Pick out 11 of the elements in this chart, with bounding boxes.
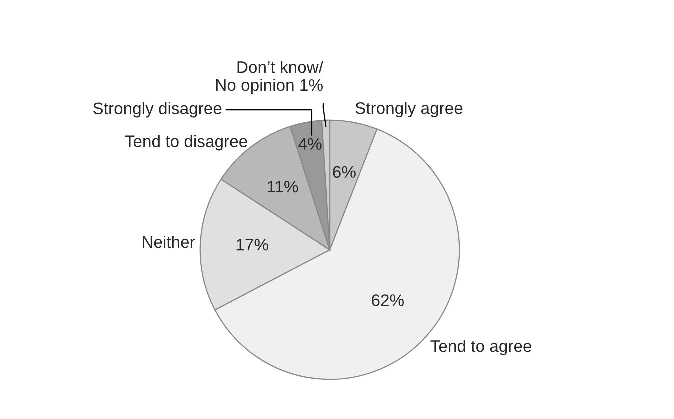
data-label: 17% (236, 239, 268, 251)
slice-label: Tend to disagree (125, 135, 248, 151)
slice-label: Tend to agree (430, 340, 532, 356)
slice-label: Strongly disagree (93, 102, 222, 118)
slice-label: Neither (143, 236, 196, 248)
data-label: 11% (268, 180, 298, 193)
slice-label: Don’t know/ No opinion 1% (216, 60, 324, 94)
data-label: 6% (333, 166, 356, 178)
data-label: 4% (298, 138, 322, 150)
data-label: 62% (372, 294, 404, 306)
slice-label: Strongly agree (356, 102, 463, 118)
